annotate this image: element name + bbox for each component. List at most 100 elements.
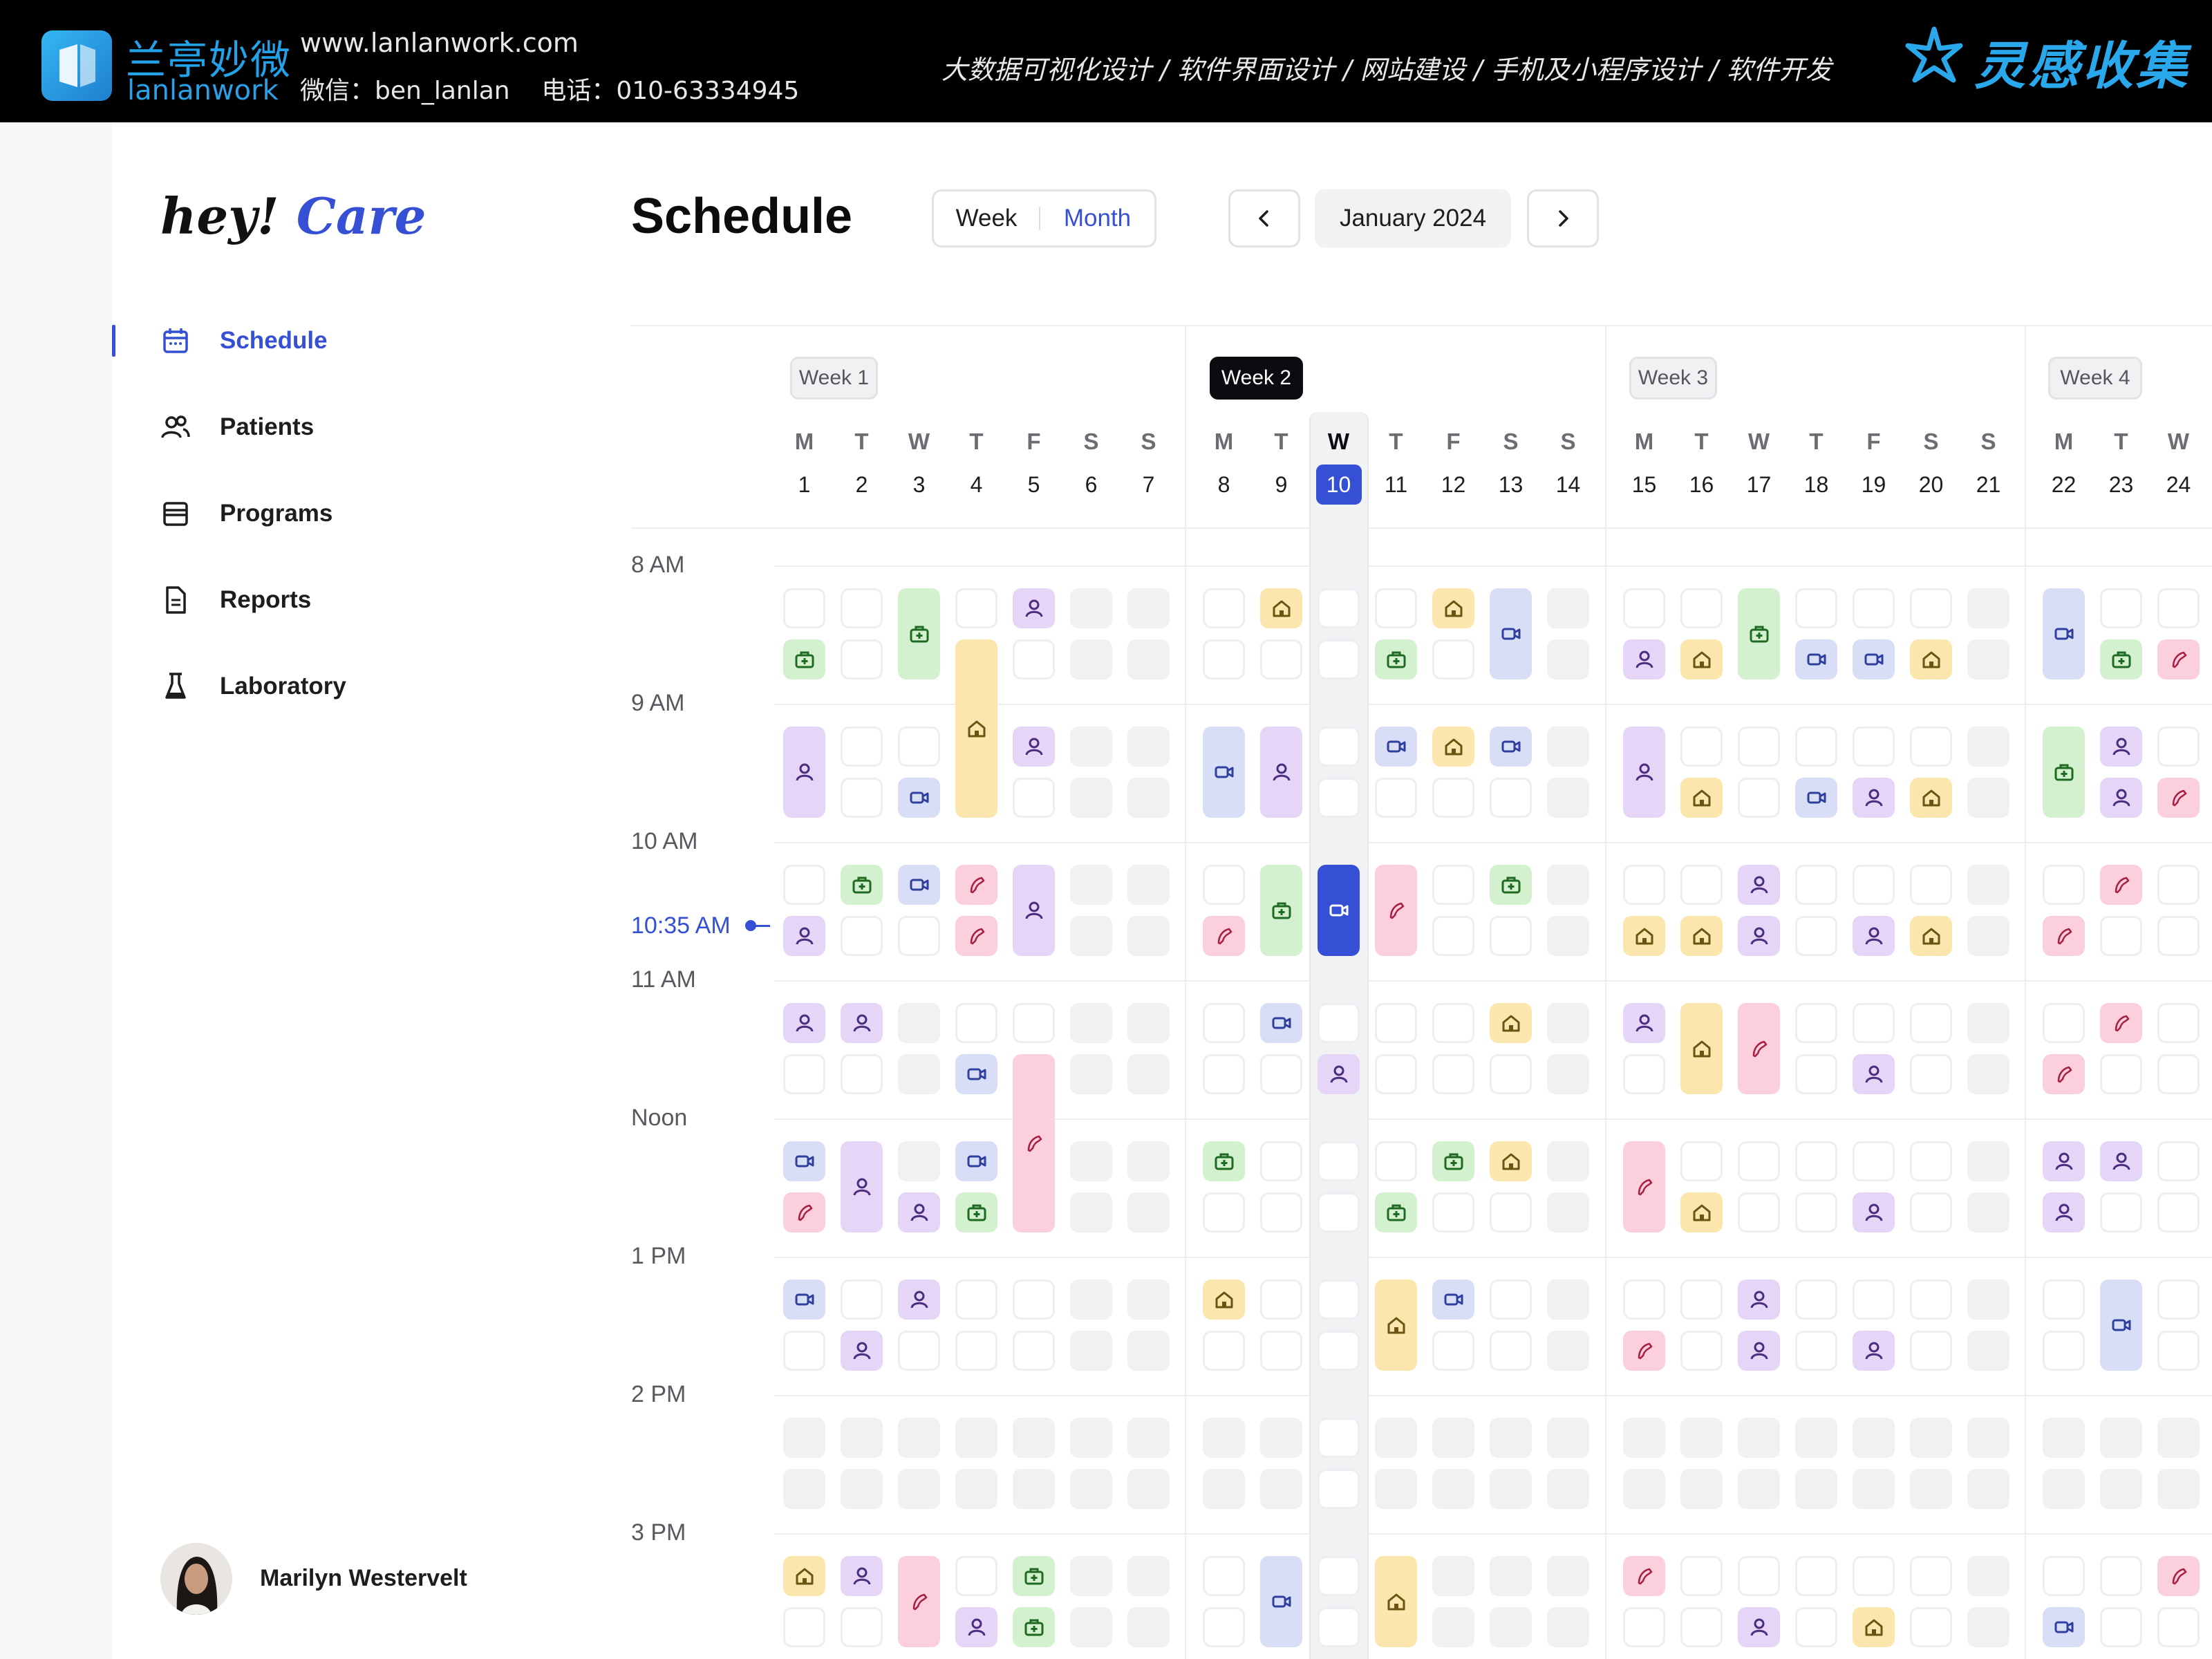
day-number[interactable]: 8 (1217, 472, 1230, 497)
day-number[interactable]: 19 (1861, 472, 1886, 497)
empty-slot[interactable] (1432, 916, 1474, 956)
empty-slot[interactable] (1260, 1141, 1302, 1181)
empty-slot[interactable] (841, 1607, 883, 1647)
empty-slot[interactable] (2100, 1607, 2142, 1647)
appointment-slot[interactable] (783, 1141, 825, 1181)
appointment-slot[interactable] (1432, 1280, 1474, 1320)
day-number[interactable]: 23 (2108, 472, 2134, 497)
appointment-slot[interactable] (1853, 1607, 1895, 1647)
empty-slot[interactable] (2157, 1003, 2200, 1043)
empty-slot[interactable] (2157, 1141, 2200, 1181)
appointment-block[interactable] (2043, 727, 2085, 818)
empty-slot[interactable] (1013, 639, 1055, 679)
day-number[interactable]: 13 (1498, 472, 1524, 497)
day-number[interactable]: 4 (970, 472, 983, 497)
empty-slot[interactable] (1432, 865, 1474, 905)
empty-slot[interactable] (1375, 588, 1417, 628)
week-pill[interactable]: Week 4 (2048, 357, 2142, 400)
empty-slot[interactable] (2043, 1556, 2085, 1596)
empty-slot[interactable] (1432, 1054, 1474, 1094)
appointment-slot[interactable] (1853, 1192, 1895, 1232)
empty-slot[interactable] (1795, 588, 1837, 628)
empty-slot[interactable] (955, 1280, 997, 1320)
appointment-slot[interactable] (1795, 639, 1837, 679)
appointment-slot[interactable] (1490, 865, 1532, 905)
appointment-block[interactable] (1013, 1054, 1055, 1232)
empty-slot[interactable] (841, 1054, 883, 1094)
appointment-slot[interactable] (1623, 1331, 1665, 1371)
empty-slot[interactable] (1680, 588, 1723, 628)
appointment-slot[interactable] (955, 1192, 997, 1232)
empty-slot[interactable] (1910, 1141, 1952, 1181)
empty-slot[interactable] (1203, 1192, 1245, 1232)
appointment-block[interactable] (898, 588, 940, 679)
appointment-slot[interactable] (2043, 1192, 2085, 1232)
appointment-block[interactable] (1738, 1003, 1780, 1094)
empty-slot[interactable] (1853, 1141, 1895, 1181)
empty-slot[interactable] (1680, 1556, 1723, 1596)
empty-slot[interactable] (1853, 1280, 1895, 1320)
appointment-slot[interactable] (1853, 778, 1895, 818)
empty-slot[interactable] (1623, 865, 1665, 905)
empty-slot[interactable] (1203, 588, 1245, 628)
day-number[interactable]: 15 (1631, 472, 1657, 497)
empty-slot[interactable] (1203, 1331, 1245, 1371)
appointment-slot[interactable] (2157, 1556, 2200, 1596)
appointment-slot[interactable] (2100, 1003, 2142, 1043)
empty-slot[interactable] (2043, 1003, 2085, 1043)
empty-slot[interactable] (1795, 1054, 1837, 1094)
appointment-block[interactable] (1013, 865, 1055, 956)
empty-slot[interactable] (783, 1054, 825, 1094)
empty-slot[interactable] (1795, 1280, 1837, 1320)
app-logo[interactable]: hey! Care (160, 187, 426, 245)
empty-slot[interactable] (1680, 865, 1723, 905)
empty-slot[interactable] (1203, 639, 1245, 679)
appointment-slot[interactable] (2043, 1054, 2085, 1094)
appointment-slot[interactable] (1490, 1141, 1532, 1181)
empty-slot[interactable] (1853, 588, 1895, 628)
empty-slot[interactable] (1318, 1331, 1360, 1371)
appointment-slot[interactable] (783, 1003, 825, 1043)
empty-slot[interactable] (1318, 1556, 1360, 1596)
empty-slot[interactable] (841, 639, 883, 679)
appointment-slot[interactable] (783, 639, 825, 679)
appointment-slot[interactable] (2100, 1141, 2142, 1181)
empty-slot[interactable] (1680, 1280, 1723, 1320)
week-pill[interactable]: Week 2 (1210, 357, 1303, 400)
appointment-slot[interactable] (1375, 1192, 1417, 1232)
empty-slot[interactable] (1203, 865, 1245, 905)
appointment-slot[interactable] (1738, 916, 1780, 956)
empty-slot[interactable] (2157, 916, 2200, 956)
empty-slot[interactable] (1318, 1607, 1360, 1647)
appointment-slot[interactable] (1013, 1556, 1055, 1596)
appointment-slot[interactable] (955, 1141, 997, 1181)
appointment-slot[interactable] (898, 865, 940, 905)
next-month-button[interactable] (1527, 189, 1599, 247)
empty-slot[interactable] (2100, 588, 2142, 628)
appointment-slot[interactable] (1375, 727, 1417, 767)
empty-slot[interactable] (1795, 1556, 1837, 1596)
appointment-slot[interactable] (1910, 916, 1952, 956)
empty-slot[interactable] (1910, 1556, 1952, 1596)
month-label[interactable]: January 2024 (1315, 189, 1511, 247)
empty-slot[interactable] (841, 727, 883, 767)
appointment-slot[interactable] (1853, 1054, 1895, 1094)
appointment-slot[interactable] (841, 865, 883, 905)
appointment-slot[interactable] (1680, 639, 1723, 679)
empty-slot[interactable] (783, 588, 825, 628)
empty-slot[interactable] (1260, 1054, 1302, 1094)
sidebar-item-reports[interactable]: Reports (159, 579, 311, 621)
appointment-slot[interactable] (955, 1607, 997, 1647)
day-number[interactable]: 1 (798, 472, 811, 497)
empty-slot[interactable] (1623, 588, 1665, 628)
appointment-slot[interactable] (2043, 1141, 2085, 1181)
appointment-slot[interactable] (955, 1054, 997, 1094)
empty-slot[interactable] (1623, 1280, 1665, 1320)
appointment-slot[interactable] (1318, 1054, 1360, 1094)
appointment-slot[interactable] (841, 1331, 883, 1371)
appointment-slot[interactable] (1260, 588, 1302, 628)
appointment-slot[interactable] (1680, 916, 1723, 956)
appointment-slot[interactable] (1203, 916, 1245, 956)
empty-slot[interactable] (783, 1331, 825, 1371)
empty-slot[interactable] (898, 916, 940, 956)
